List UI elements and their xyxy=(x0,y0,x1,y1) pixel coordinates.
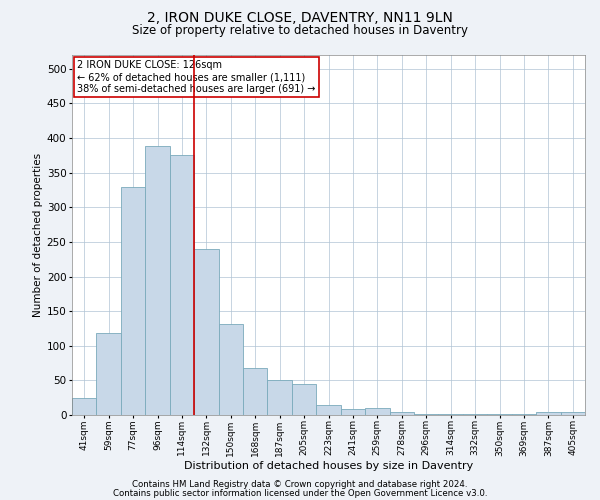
Bar xyxy=(218,324,243,415)
Bar xyxy=(487,414,512,415)
Text: Contains HM Land Registry data © Crown copyright and database right 2024.: Contains HM Land Registry data © Crown c… xyxy=(132,480,468,489)
Bar xyxy=(365,408,389,415)
Bar xyxy=(414,414,439,415)
Text: 2 IRON DUKE CLOSE: 126sqm
← 62% of detached houses are smaller (1,111)
38% of se: 2 IRON DUKE CLOSE: 126sqm ← 62% of detac… xyxy=(77,60,316,94)
Y-axis label: Number of detached properties: Number of detached properties xyxy=(32,153,43,317)
Bar xyxy=(243,368,268,415)
Bar xyxy=(512,414,536,415)
Bar xyxy=(463,414,487,415)
Bar xyxy=(536,412,560,415)
Bar xyxy=(97,334,121,415)
Bar xyxy=(145,146,170,415)
Bar xyxy=(316,406,341,415)
Bar xyxy=(389,412,414,415)
Text: Size of property relative to detached houses in Daventry: Size of property relative to detached ho… xyxy=(132,24,468,37)
Bar xyxy=(439,414,463,415)
Bar xyxy=(121,186,145,415)
Text: 2, IRON DUKE CLOSE, DAVENTRY, NN11 9LN: 2, IRON DUKE CLOSE, DAVENTRY, NN11 9LN xyxy=(147,11,453,25)
Text: Contains public sector information licensed under the Open Government Licence v3: Contains public sector information licen… xyxy=(113,490,487,498)
Bar xyxy=(292,384,316,415)
Bar xyxy=(341,410,365,415)
X-axis label: Distribution of detached houses by size in Daventry: Distribution of detached houses by size … xyxy=(184,461,473,471)
Bar xyxy=(72,398,97,415)
Bar xyxy=(268,380,292,415)
Bar xyxy=(170,156,194,415)
Bar xyxy=(560,412,585,415)
Bar xyxy=(194,249,218,415)
